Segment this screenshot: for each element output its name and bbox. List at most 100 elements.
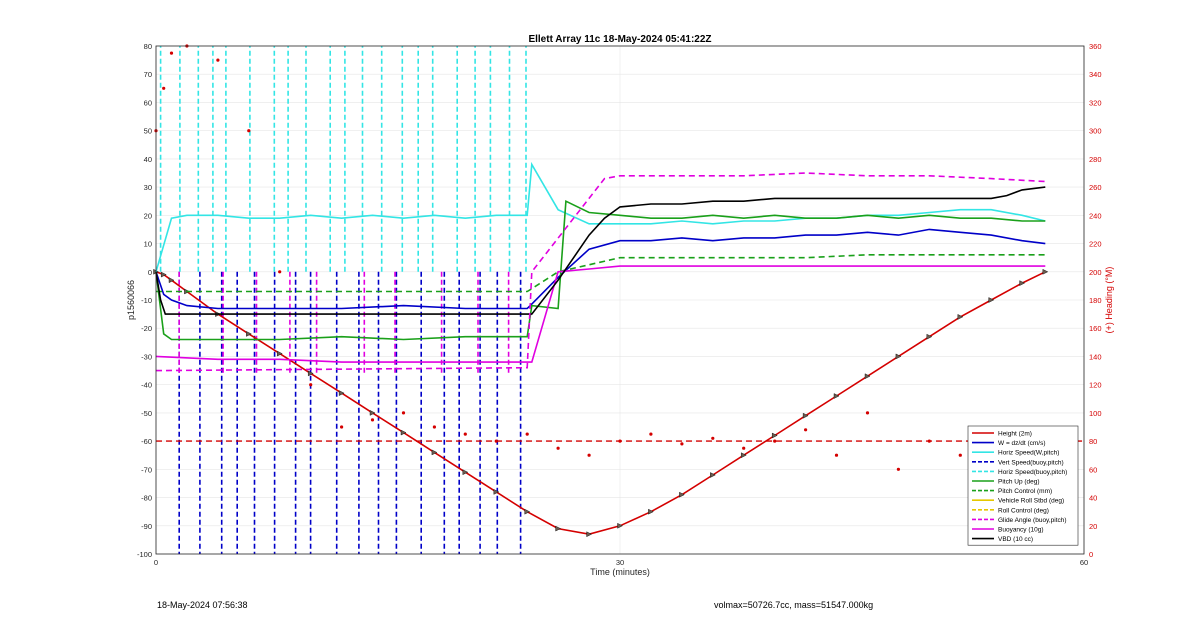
height-marker: [895, 353, 902, 360]
y-right-tick-label: 320: [1089, 98, 1102, 107]
x-tick-label: 30: [616, 558, 624, 567]
y-left-tick-label: -60: [141, 437, 152, 446]
height-marker: [988, 297, 995, 303]
series-line-buoyancy-10g-: [155, 265, 1046, 363]
height-marker: [864, 373, 871, 380]
legend-label: W = dz/dt (cm/s): [998, 440, 1046, 447]
heading-point: [865, 411, 870, 415]
y-left-tick-label: -80: [141, 494, 152, 503]
series-line-w-dz-dt-cm-s-: [155, 228, 1046, 310]
height-marker: [462, 469, 469, 476]
height-marker: [679, 491, 685, 498]
y-right-tick-label: 120: [1089, 381, 1102, 390]
y-left-tick-label: -30: [141, 352, 152, 361]
y-right-tick-label: 280: [1089, 155, 1102, 164]
y-left-tick-label: 30: [144, 183, 152, 192]
legend-label: Horiz Speed(buoy,pitch): [998, 469, 1067, 476]
y-left-tick-label: -50: [141, 409, 152, 418]
height-marker: [586, 531, 593, 538]
y-left-tick-label: -10: [141, 296, 152, 305]
footer-timestamp: 18-May-2024 07:56:38: [157, 600, 248, 610]
series-line-pitch-control-mm-: [156, 254, 1046, 293]
y-axis-right-label: (+) Heading (°M): [1104, 267, 1114, 334]
height-marker: [926, 333, 933, 340]
height-marker: [1019, 280, 1026, 286]
legend-label: Vert Speed(buoy,pitch): [998, 459, 1064, 466]
heading-point: [742, 446, 746, 450]
x-tick-label: 0: [154, 558, 158, 567]
height-marker: [1042, 268, 1049, 275]
legend-label: Horiz Speed(W,pitch): [998, 450, 1059, 457]
chart-traces: [153, 44, 1084, 554]
series-line-vbd-10-cc-: [155, 186, 1046, 315]
y-right-tick-label: 360: [1089, 42, 1102, 51]
y-right-tick-label: 40: [1089, 494, 1097, 503]
y-right-tick-label: 260: [1089, 183, 1102, 192]
series-line-height-2m-: [155, 271, 1046, 536]
heading-point: [340, 425, 344, 429]
y-left-tick-label: -100: [137, 550, 152, 559]
heading-point: [370, 418, 375, 422]
y-axis-left-label: p1560066: [126, 280, 136, 320]
y-left-tick-label: -90: [141, 522, 152, 531]
heading-point: [247, 129, 251, 133]
legend-label: Buoyancy (10g): [998, 527, 1044, 534]
heading-point: [278, 270, 282, 274]
heading-point: [711, 436, 715, 440]
height-marker: [246, 331, 252, 337]
legend-label: Height (2m): [998, 431, 1032, 438]
height-marker: [772, 432, 778, 439]
footer-volmax-mass: volmax=50726.7cc, mass=51547.000kg: [714, 600, 874, 610]
legend-box: [967, 425, 1079, 546]
heading-point: [649, 432, 653, 436]
legend-label: Roll Control (deg): [998, 507, 1049, 514]
heading-point: [525, 432, 529, 436]
height-marker: [648, 508, 654, 515]
legend-label: VBD (10 cc): [998, 536, 1033, 543]
y-right-tick-label: 100: [1089, 409, 1102, 418]
height-marker: [400, 429, 407, 436]
height-marker: [555, 525, 562, 532]
series-line-horiz-speed-w-pitch-: [155, 161, 1046, 273]
y-left-tick-label: -20: [141, 324, 152, 333]
height-marker: [338, 390, 345, 396]
height-marker: [431, 449, 438, 456]
y-right-tick-label: 60: [1089, 465, 1097, 474]
heading-point: [432, 425, 436, 429]
height-marker: [369, 410, 376, 416]
height-marker: [493, 489, 500, 495]
legend-label: Pitch Up (deg): [998, 479, 1040, 486]
buoyancy-spikes: [178, 271, 510, 374]
heading-point: [216, 58, 220, 62]
heading-point: [773, 439, 777, 443]
height-marker: [277, 350, 283, 357]
heading-point: [587, 453, 591, 457]
legend-label: Vehicle Roll Stbd (deg): [998, 498, 1064, 505]
height-marker: [833, 393, 840, 399]
heading-point: [463, 432, 467, 436]
y-right-tick-label: 240: [1089, 211, 1102, 220]
y-left-tick-label: 20: [144, 211, 152, 220]
y-right-tick-label: 300: [1089, 127, 1102, 136]
y-left-tick-label: 50: [144, 127, 152, 136]
heading-point: [680, 442, 684, 446]
heading-point: [896, 467, 901, 471]
height-marker: [802, 412, 809, 419]
y-right-tick-label: 340: [1089, 70, 1102, 79]
heading-point: [162, 86, 166, 90]
chart-figure: 80706050403020100-10-20-30-40-50-60-70-8…: [126, 34, 1114, 577]
legend-label: Glide Angle (buoy,pitch): [998, 517, 1067, 524]
height-marker: [168, 277, 175, 284]
legend-label: Pitch Control (mm): [998, 488, 1052, 495]
series-line-glide-angle-buoy-pitch-: [155, 172, 1046, 372]
y-left-tick-label: 0: [148, 268, 152, 277]
heading-point: [401, 411, 406, 415]
y-left-tick-label: 60: [144, 98, 152, 107]
height-marker: [308, 370, 314, 377]
heading-point: [958, 453, 962, 457]
chart-axes: 80706050403020100-10-20-30-40-50-60-70-8…: [137, 42, 1102, 567]
y-right-tick-label: 180: [1089, 296, 1102, 305]
height-marker: [710, 472, 716, 478]
heading-point: [804, 428, 808, 432]
heading-point: [556, 446, 560, 450]
